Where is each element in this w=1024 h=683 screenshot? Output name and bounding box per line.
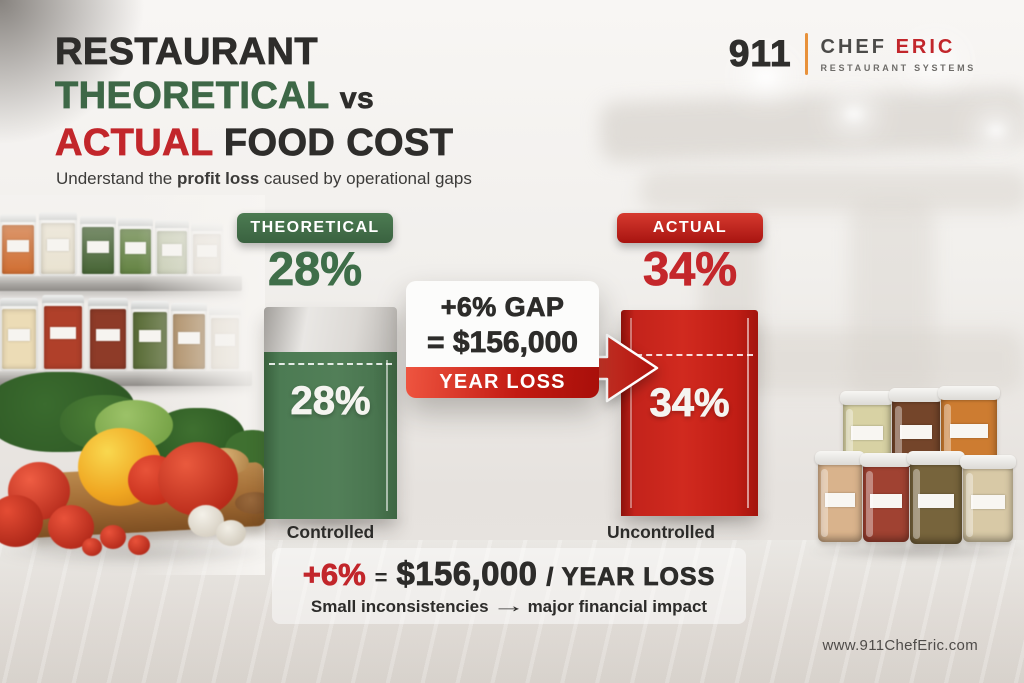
summary-line-2: Small inconsistencies → major financial … [311,596,707,618]
cherry-tomato [82,538,102,556]
logo-text-block: CHEF ERIC RESTAURANT SYSTEMS [821,36,976,73]
pantry-jar [39,212,77,276]
uncontrolled-label: Uncontrolled [607,522,715,542]
gap-callout-white-panel: +6% GAP = $156,000 [406,281,599,367]
page-title: RESTAURANT THEORETICAL vs ACTUAL FOOD CO… [55,30,454,165]
title-line-3: ACTUAL FOOD COST [55,121,454,165]
summary-cause: Small inconsistencies [310,596,489,616]
title-food-cost: FOOD COST [223,122,454,165]
cherry-tomato [128,535,150,555]
theoretical-badge: THEORETICAL [237,213,393,243]
actual-bar: 34% [621,310,758,516]
summary-equals: = [374,564,388,590]
vegetables-scene [0,360,300,575]
bar-empty-segment [264,307,397,352]
bar-value-green: 28% [290,379,371,424]
storage-jar [960,455,1016,542]
ceiling-light [925,55,945,68]
target-dashed-line [269,363,392,365]
pantry-jar [155,220,189,276]
actual-value: 34% [642,242,738,296]
dry-goods-jars [806,386,1024,560]
red-bell-pepper [158,442,238,516]
title-vs: vs [339,82,375,116]
ceiling-light [755,70,777,84]
actual-badge: ACTUAL [617,213,763,243]
target-dashed-line [626,354,753,356]
pantry-jar [0,214,36,276]
garlic-bulb [216,520,246,546]
gap-percent-text: +6% GAP [440,292,565,323]
pantry-jar [80,216,116,276]
controlled-label: Controlled [286,522,375,542]
background-hood-blur [599,87,1024,163]
summary-gap: +6% [302,556,366,592]
title-actual: ACTUAL [55,122,213,165]
title-restaurant: RESTAURANT [55,31,318,74]
title-line-1: RESTAURANT [55,30,453,74]
theoretical-bar: 28% [264,307,397,519]
summary-amount: $156,000 [396,554,538,592]
ceiling-light [988,125,1004,136]
logo-911: 911 [728,33,792,75]
storage-jar [907,451,965,544]
tomato [0,495,43,547]
logo-brand-name: CHEF ERIC [820,35,956,58]
cherry-tomato [100,525,126,549]
storage-jar [815,451,865,542]
corner-vignette [0,0,150,150]
summary-suffix: / YEAR LOSS [546,562,716,591]
pantry-jar [191,223,223,276]
summary-strip: +6% = $156,000 / YEAR LOSS Small inconsi… [272,548,746,624]
pantry-jar [118,218,153,276]
title-line-2: THEORETICAL vs [55,74,453,121]
jars-shadow [806,542,1024,560]
summary-effect: major financial impact [527,596,708,616]
title-theoretical: THEORETICAL [55,75,329,118]
subtitle: Understand the profit loss caused by ope… [56,169,472,188]
ceiling-light [845,108,863,120]
subtitle-profit-loss: profit loss [176,169,260,188]
logo-tagline: RESTAURANT SYSTEMS [820,62,976,73]
shelf-board [0,276,242,291]
theoretical-value: 28% [267,242,363,296]
background-shelf-blur [640,170,1024,212]
gap-callout-card: +6% GAP = $156,000 YEAR LOSS [406,281,599,398]
logo-divider [804,33,808,75]
year-loss-banner: YEAR LOSS [406,367,599,398]
bar-value-red: 34% [649,381,730,426]
brand-logo: 911 CHEF ERIC RESTAURANT SYSTEMS [728,33,976,75]
summary-line-1: +6% = $156,000 / YEAR LOSS [302,554,716,593]
website-url: www.911ChefEric.com [822,637,978,654]
bar-green-fill: 28% [264,352,397,519]
gap-amount-text: = $156,000 [427,326,579,360]
storage-jar [860,453,912,542]
right-arrow-icon: → [490,595,526,617]
